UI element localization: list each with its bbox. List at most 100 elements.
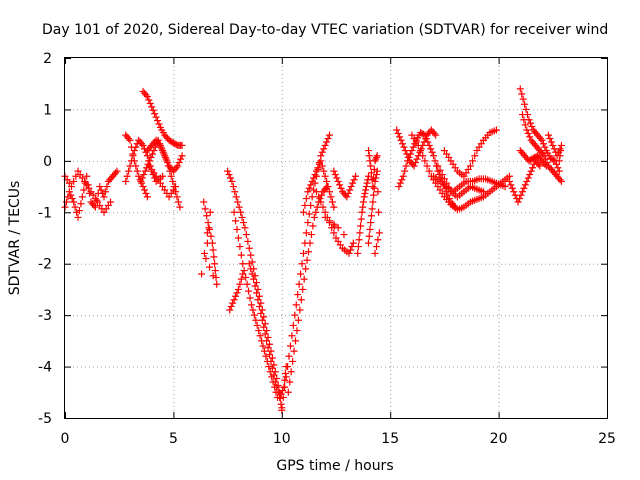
- data-point: [368, 205, 376, 213]
- data-point: [337, 184, 345, 192]
- data-point: [289, 357, 297, 365]
- data-point: [310, 213, 318, 221]
- data-point: [350, 176, 358, 184]
- data-point: [203, 212, 211, 220]
- data-point: [405, 153, 413, 161]
- data-point: [161, 153, 169, 161]
- data-point: [91, 203, 99, 211]
- y-tick-label: 2: [43, 51, 52, 67]
- data-point: [521, 100, 529, 108]
- data-point: [361, 189, 369, 197]
- data-point: [305, 184, 313, 192]
- data-point: [139, 183, 147, 191]
- data-point: [371, 249, 379, 257]
- data-point: [232, 193, 240, 201]
- data-point: [122, 177, 130, 185]
- data-point: [345, 249, 353, 257]
- data-point: [323, 138, 331, 146]
- data-point: [358, 208, 366, 216]
- data-point: [440, 175, 448, 183]
- y-tick-label: -5: [38, 411, 52, 427]
- data-point: [160, 150, 168, 158]
- data-point: [436, 166, 444, 174]
- data-point: [508, 184, 516, 192]
- data-point: [233, 225, 241, 233]
- data-point: [299, 208, 307, 216]
- data-point: [284, 388, 292, 396]
- data-point: [523, 126, 531, 134]
- data-point: [369, 198, 377, 206]
- data-point: [142, 91, 150, 99]
- data-point: [267, 357, 275, 365]
- data-point: [237, 251, 245, 259]
- data-point: [177, 155, 185, 163]
- data-point: [550, 156, 558, 164]
- data-point: [518, 111, 526, 119]
- data-point: [209, 272, 217, 280]
- data-point: [402, 162, 410, 170]
- data-point: [228, 177, 236, 185]
- data-point: [428, 148, 436, 156]
- data-point: [225, 171, 233, 179]
- chart-title: Day 101 of 2020, Sidereal Day-to-day VTE…: [42, 22, 608, 38]
- data-point: [557, 147, 565, 155]
- data-point: [401, 167, 409, 175]
- data-point: [295, 280, 303, 288]
- data-point: [505, 177, 513, 185]
- data-point: [242, 231, 250, 239]
- data-point: [162, 155, 170, 163]
- data-point: [253, 289, 261, 297]
- data-point: [555, 157, 563, 165]
- data-point: [147, 153, 155, 161]
- data-point: [354, 243, 362, 251]
- data-point: [149, 106, 157, 114]
- axis-ticks: [65, 58, 608, 419]
- data-point: [549, 141, 557, 149]
- data-point: [307, 231, 315, 239]
- data-point: [541, 160, 549, 168]
- data-point: [72, 172, 80, 180]
- data-point: [70, 177, 78, 185]
- data-point: [260, 323, 268, 331]
- data-point: [169, 177, 177, 185]
- data-point: [300, 275, 308, 283]
- data-point: [404, 157, 412, 165]
- data-point: [492, 126, 500, 134]
- data-point: [323, 177, 331, 185]
- data-point: [556, 145, 564, 153]
- data-point: [71, 203, 79, 211]
- y-axis-label: SDTVAR / TECUs: [7, 181, 23, 296]
- data-point: [250, 311, 258, 319]
- data-point: [400, 143, 408, 151]
- data-point: [174, 198, 182, 206]
- data-point: [542, 162, 550, 170]
- data-point: [317, 198, 325, 206]
- data-point: [367, 212, 375, 220]
- data-point: [294, 316, 302, 324]
- data-point: [396, 179, 404, 187]
- data-point: [138, 179, 146, 187]
- data-point: [537, 135, 545, 143]
- data-point: [145, 96, 153, 104]
- data-point: [207, 232, 215, 240]
- data-point: [373, 152, 381, 160]
- data-point: [247, 265, 255, 273]
- data-point: [547, 138, 555, 146]
- data-point: [411, 140, 419, 148]
- data-point: [178, 141, 186, 149]
- data-point: [334, 224, 342, 232]
- data-point: [330, 167, 338, 175]
- data-point: [445, 183, 453, 191]
- data-point: [229, 299, 237, 307]
- data-point: [294, 291, 302, 299]
- data-point: [302, 229, 310, 237]
- data-point: [236, 243, 244, 251]
- data-point: [203, 239, 211, 247]
- data-point: [310, 174, 318, 182]
- data-point: [232, 217, 240, 225]
- data-point: [431, 157, 439, 165]
- data-point: [299, 285, 307, 293]
- data-point: [167, 172, 175, 180]
- data-point: [107, 198, 115, 206]
- data-point: [521, 121, 529, 129]
